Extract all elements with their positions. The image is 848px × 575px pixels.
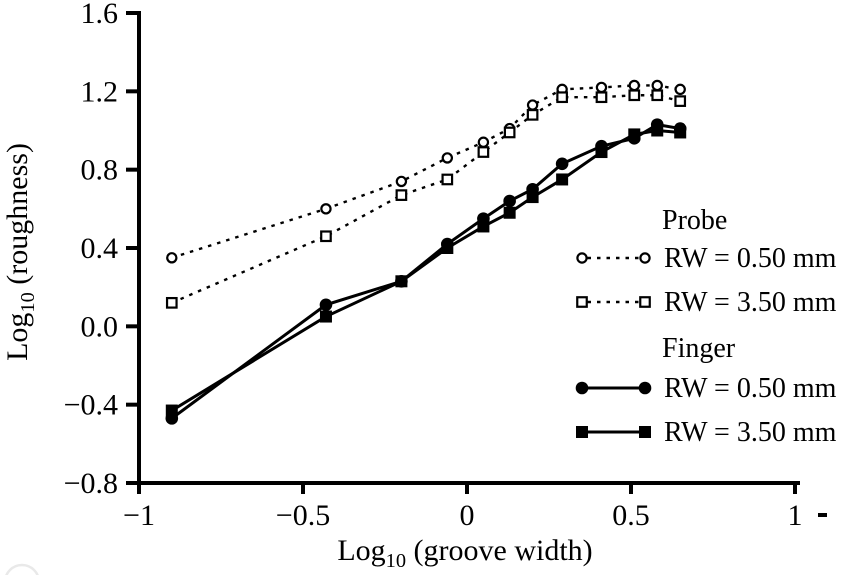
series-finger-rw-350-marker xyxy=(651,124,664,137)
series-probe-rw-350-marker xyxy=(595,91,608,104)
legend-label-finger-rw-050: RW = 0.50 mm xyxy=(664,373,837,404)
y-tick-label: −0.4 xyxy=(64,389,118,422)
x-axis-title: Log10 (groove width) xyxy=(337,534,592,572)
series-finger-rw-350-marker xyxy=(526,191,539,204)
clipped-glyph-artifact xyxy=(818,513,827,517)
x-tick-label: −0.5 xyxy=(276,499,330,532)
series-probe-rw-050-marker xyxy=(595,81,608,94)
legend-group-title-finger: Finger xyxy=(662,333,736,364)
legend-group-title-probe: Probe xyxy=(662,205,727,236)
x-tick-label: 0 xyxy=(460,499,475,532)
series-probe-rw-350-marker xyxy=(628,89,641,102)
series-finger-rw-350-marker xyxy=(477,220,490,233)
series-probe-rw-350-marker xyxy=(477,146,490,158)
series-probe-rw-050 xyxy=(166,79,686,264)
legend-entry-probe-rw-350: RW = 3.50 mm xyxy=(576,287,837,318)
legend-label-probe-rw-050: RW = 0.50 mm xyxy=(664,243,837,274)
series-probe-rw-350-marker xyxy=(556,91,568,104)
corner-smudge-artifact xyxy=(5,563,39,575)
series-finger-rw-050-line xyxy=(170,123,681,420)
y-tick-label: 0.4 xyxy=(81,232,119,265)
legend-swatch-marker-probe-rw-350 xyxy=(576,296,588,308)
series-probe-rw-050-marker xyxy=(166,252,178,264)
series-finger-rw-350-marker xyxy=(628,128,641,141)
series-probe-rw-350-marker xyxy=(503,126,516,139)
x-tick-label: 0.5 xyxy=(612,499,650,532)
series-finger-rw-350-marker xyxy=(556,173,569,186)
series-finger-rw-350-marker xyxy=(674,126,687,139)
legend-entry-finger-rw-350: RW = 3.50 mm xyxy=(576,417,837,448)
series-finger-rw-050-marker xyxy=(555,157,569,171)
x-tick-label: −1 xyxy=(123,499,155,532)
series-finger-rw-350-marker xyxy=(595,146,608,159)
series-probe-rw-350-marker xyxy=(651,89,664,102)
legend-label-probe-rw-350: RW = 3.50 mm xyxy=(664,287,837,318)
y-tick-label: 1.6 xyxy=(81,0,119,30)
series-probe-rw-050-marker xyxy=(395,175,408,188)
legend-swatch-marker-finger-rw-050 xyxy=(638,381,652,395)
legend: Probe RW = 0.50 mm RW = 3.50 mm Finger RW = … xyxy=(575,205,837,448)
series-finger-rw-050-marker xyxy=(319,298,333,312)
series-finger-rw-350-marker xyxy=(395,275,408,288)
series-probe-rw-050-marker xyxy=(526,99,539,111)
y-tick-label: 0.8 xyxy=(81,154,119,187)
series-finger-rw-350-marker xyxy=(441,242,454,254)
series-probe-rw-350-marker xyxy=(395,189,408,201)
series-probe-rw-050-marker xyxy=(441,152,454,164)
x-tick-label: 1 xyxy=(788,499,803,532)
series-probe-rw-350 xyxy=(165,89,687,309)
series-probe-rw-350-marker xyxy=(320,230,332,243)
series-probe-rw-350-line xyxy=(171,94,681,304)
legend-swatch-marker-finger-rw-350 xyxy=(576,426,588,438)
series-finger-rw-350-marker xyxy=(319,310,332,323)
legend-entry-finger-rw-050: RW = 0.50 mm xyxy=(575,373,837,404)
series-probe-rw-050-marker xyxy=(320,203,332,215)
legend-swatch-marker-probe-rw-050 xyxy=(576,252,588,264)
legend-swatch-marker-finger-rw-050 xyxy=(575,381,589,395)
series-probe-rw-350-marker xyxy=(441,173,454,186)
legend-entry-probe-rw-050: RW = 0.50 mm xyxy=(576,243,837,274)
series-probe-rw-350-marker xyxy=(674,95,687,107)
y-tick-label: −0.8 xyxy=(64,467,118,500)
y-tick-label: 1.2 xyxy=(81,75,119,108)
series-probe-rw-050-marker xyxy=(628,79,640,92)
series-probe-rw-350-marker xyxy=(165,296,178,309)
series-probe-rw-050-line xyxy=(171,84,681,259)
series-finger-rw-350-marker xyxy=(165,404,178,417)
series-finger-rw-050-marker xyxy=(503,194,516,208)
legend-swatch-marker-finger-rw-350 xyxy=(639,426,651,438)
series-probe-rw-050-marker xyxy=(477,136,490,148)
y-tick-label: 0.0 xyxy=(81,310,119,343)
series-finger-rw-350-line xyxy=(171,128,681,412)
series-probe-rw-350-marker xyxy=(526,108,539,121)
series-finger-rw-350 xyxy=(165,124,687,417)
series-probe-rw-050-marker xyxy=(651,79,663,92)
legend-swatch-marker-probe-rw-050 xyxy=(639,252,651,264)
series-probe-rw-050-marker xyxy=(674,83,686,96)
series-finger-rw-350-marker xyxy=(503,206,516,219)
legend-label-finger-rw-350: RW = 3.50 mm xyxy=(664,417,837,448)
legend-swatch-marker-probe-rw-350 xyxy=(639,296,651,308)
axes: −1 −0.5 0 0.5 1 1.6 1.2 0.8 0.4 0.0 −0.4 −0.8 Log10 … xyxy=(1,0,803,572)
y-axis-title: Log10 (roughness) xyxy=(1,143,39,361)
